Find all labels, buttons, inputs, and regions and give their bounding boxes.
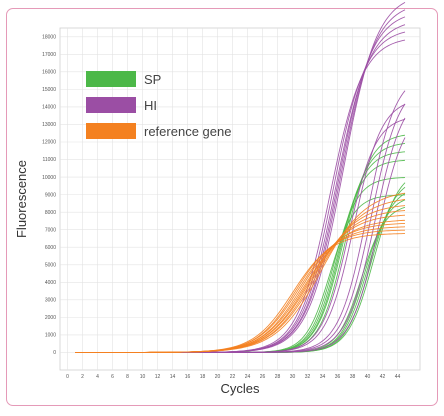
amplification-curve bbox=[75, 192, 406, 353]
x-tick-label: 20 bbox=[215, 374, 221, 380]
x-tick-label: 42 bbox=[380, 374, 386, 380]
x-tick-label: 10 bbox=[140, 374, 146, 380]
x-tick-label: 28 bbox=[275, 374, 281, 380]
x-tick-label: 24 bbox=[245, 374, 251, 380]
x-tick-label: 18 bbox=[200, 374, 206, 380]
y-tick-label: 7000 bbox=[45, 227, 56, 233]
y-tick-label: 3000 bbox=[45, 298, 56, 304]
x-tick-label: 22 bbox=[230, 374, 236, 380]
y-tick-label: 16000 bbox=[42, 70, 56, 76]
y-tick-label: 0 bbox=[53, 350, 56, 356]
x-tick-label: 30 bbox=[290, 374, 296, 380]
y-tick-label: 15000 bbox=[42, 87, 56, 93]
legend-label: SP bbox=[144, 72, 161, 87]
legend-label: reference gene bbox=[144, 124, 231, 139]
x-tick-label: 36 bbox=[335, 374, 341, 380]
x-tick-label: 34 bbox=[320, 374, 326, 380]
x-tick-label: 40 bbox=[365, 374, 371, 380]
y-tick-label: 11000 bbox=[42, 157, 56, 163]
legend-label: HI bbox=[144, 98, 157, 113]
legend-swatch bbox=[86, 97, 136, 113]
y-tick-label: 5000 bbox=[45, 262, 56, 268]
y-tick-label: 1000 bbox=[45, 333, 56, 339]
y-tick-labels: 0 1000 2000 3000 4000 5000 6000 7000 8000 9000 100… bbox=[42, 34, 56, 356]
y-tick-label: 12000 bbox=[42, 140, 56, 146]
y-tick-label: 13000 bbox=[42, 122, 56, 128]
x-tick-label: 2 bbox=[81, 374, 84, 380]
x-tick-labels: 0 2 4 6 8 10 12 14 16 18 20 22 24 26 28 30 32 34 36 38 40 42 4… bbox=[66, 374, 400, 380]
y-tick-label: 8000 bbox=[45, 210, 56, 216]
y-tick-label: 2000 bbox=[45, 315, 56, 321]
series-reference-gene bbox=[75, 192, 406, 353]
y-axis-title: Fluorescence bbox=[14, 160, 29, 238]
x-tick-label: 8 bbox=[126, 374, 129, 380]
x-tick-label: 32 bbox=[305, 374, 311, 380]
x-tick-label: 0 bbox=[66, 374, 69, 380]
y-tick-label: 4000 bbox=[45, 280, 56, 286]
x-tick-label: 16 bbox=[185, 374, 191, 380]
legend-swatch bbox=[86, 71, 136, 87]
x-tick-label: 4 bbox=[96, 374, 99, 380]
y-tick-label: 9000 bbox=[45, 192, 56, 198]
y-tick-label: 17000 bbox=[42, 52, 56, 58]
x-axis-title: Cycles bbox=[220, 381, 260, 396]
legend: SP HI reference gene bbox=[86, 71, 231, 139]
x-tick-label: 12 bbox=[155, 374, 161, 380]
y-tick-label: 10000 bbox=[42, 175, 56, 181]
x-tick-label: 14 bbox=[170, 374, 176, 380]
x-tick-label: 26 bbox=[260, 374, 266, 380]
y-tick-label: 14000 bbox=[42, 105, 56, 111]
x-tick-label: 38 bbox=[350, 374, 356, 380]
y-tick-label: 6000 bbox=[45, 245, 56, 251]
legend-swatch bbox=[86, 123, 136, 139]
x-tick-label: 44 bbox=[395, 374, 401, 380]
y-tick-label: 18000 bbox=[42, 34, 56, 40]
amplification-curves bbox=[75, 2, 406, 353]
x-tick-label: 6 bbox=[111, 374, 114, 380]
